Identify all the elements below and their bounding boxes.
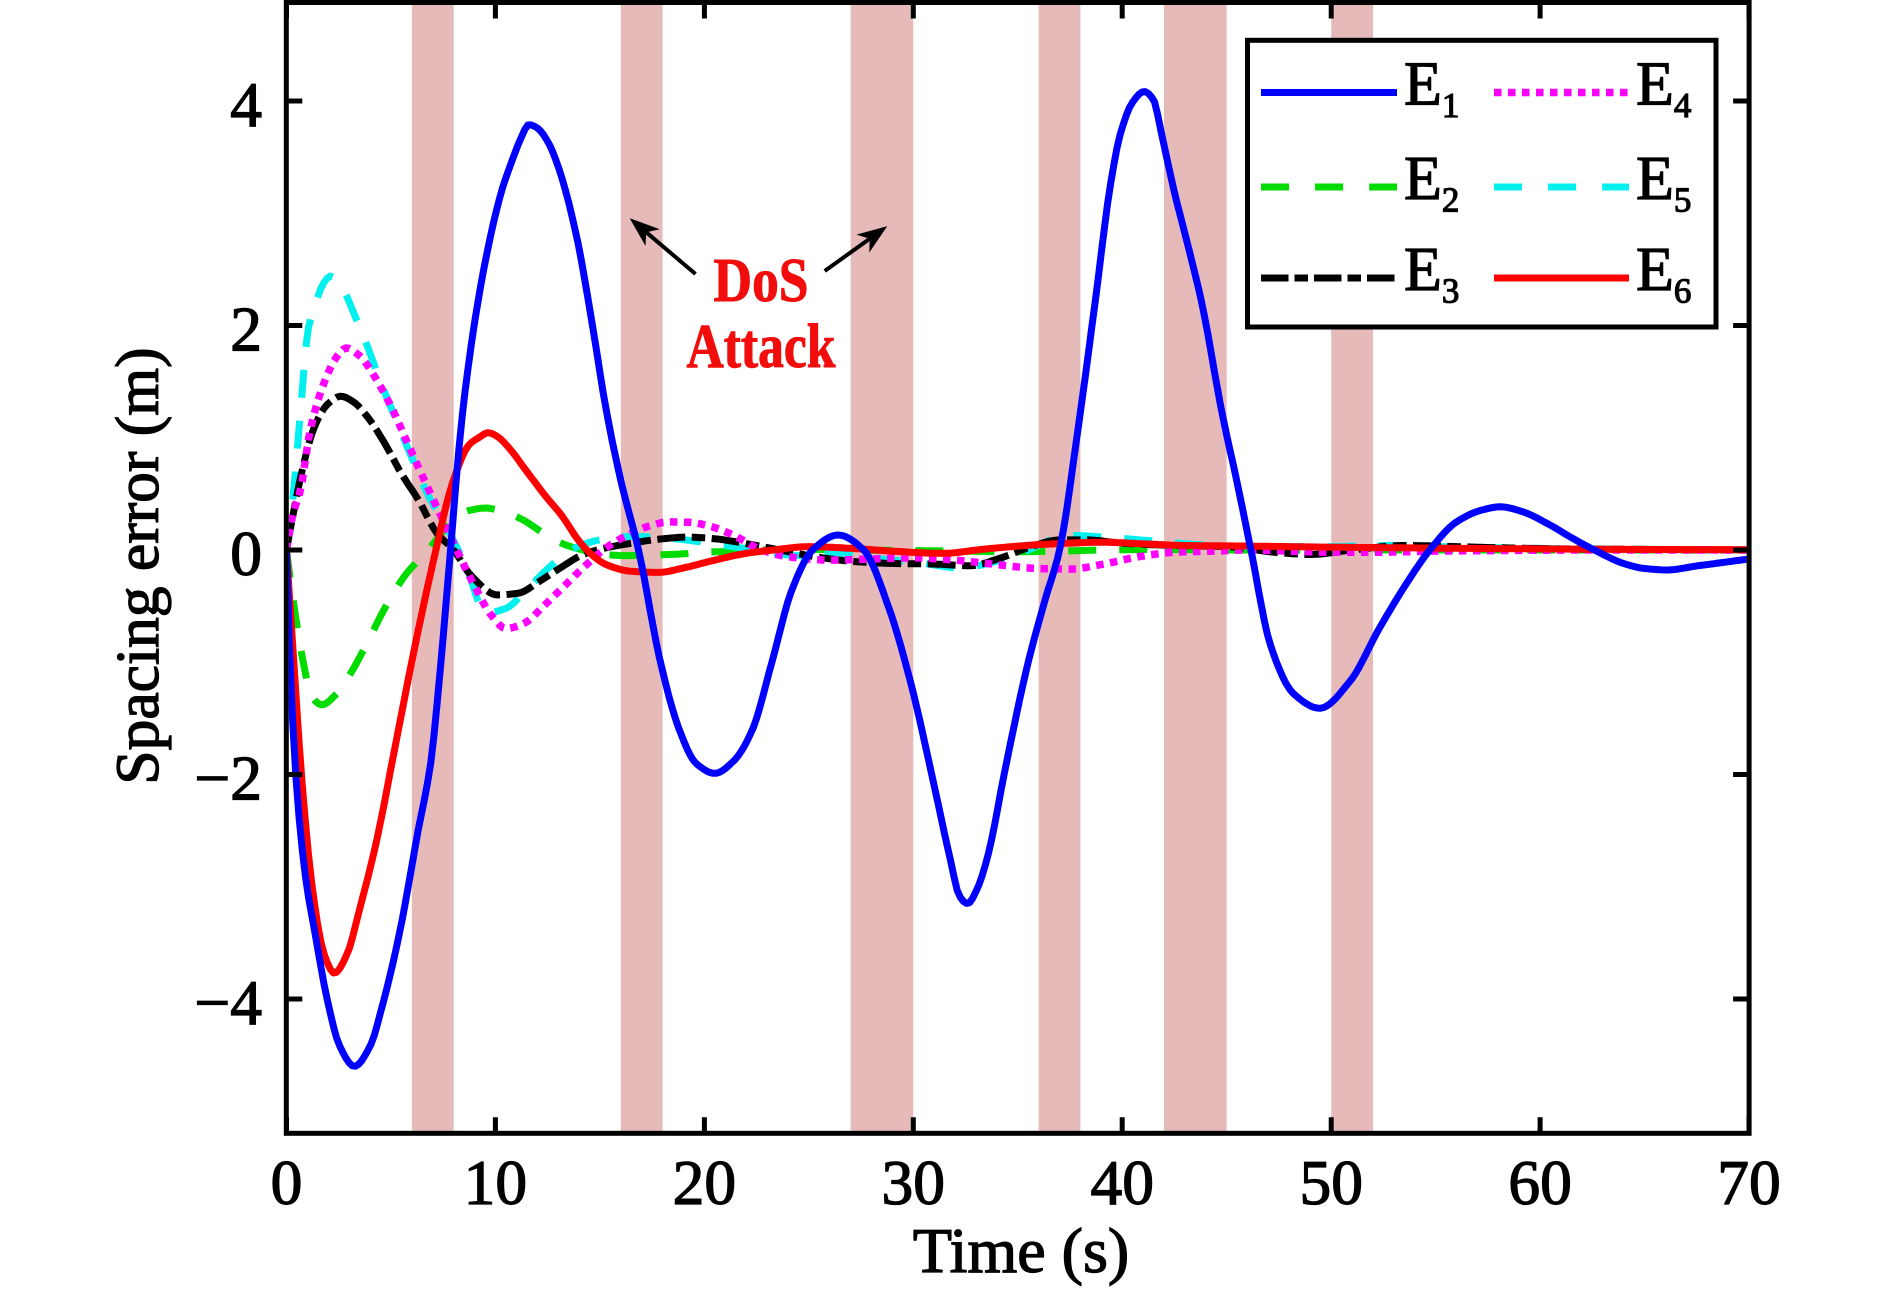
svg-text:−2: −2: [194, 743, 262, 814]
svg-text:2: 2: [230, 294, 262, 365]
svg-text:4: 4: [230, 69, 262, 140]
svg-text:Attack: Attack: [687, 313, 836, 381]
svg-text:70: 70: [1717, 1147, 1781, 1218]
svg-text:0: 0: [230, 518, 262, 589]
svg-text:50: 50: [1299, 1147, 1363, 1218]
svg-text:30: 30: [882, 1147, 946, 1218]
svg-text:60: 60: [1508, 1147, 1572, 1218]
svg-text:40: 40: [1090, 1147, 1154, 1218]
svg-text:Time (s): Time (s): [913, 1215, 1129, 1286]
svg-text:20: 20: [673, 1147, 737, 1218]
svg-text:−4: −4: [194, 967, 262, 1038]
svg-text:10: 10: [464, 1147, 528, 1218]
svg-text:0: 0: [271, 1147, 303, 1218]
svg-text:Spacing error (m): Spacing error (m): [104, 347, 172, 784]
svg-text:E6: E6: [1636, 236, 1691, 311]
svg-text:DoS: DoS: [714, 247, 809, 315]
